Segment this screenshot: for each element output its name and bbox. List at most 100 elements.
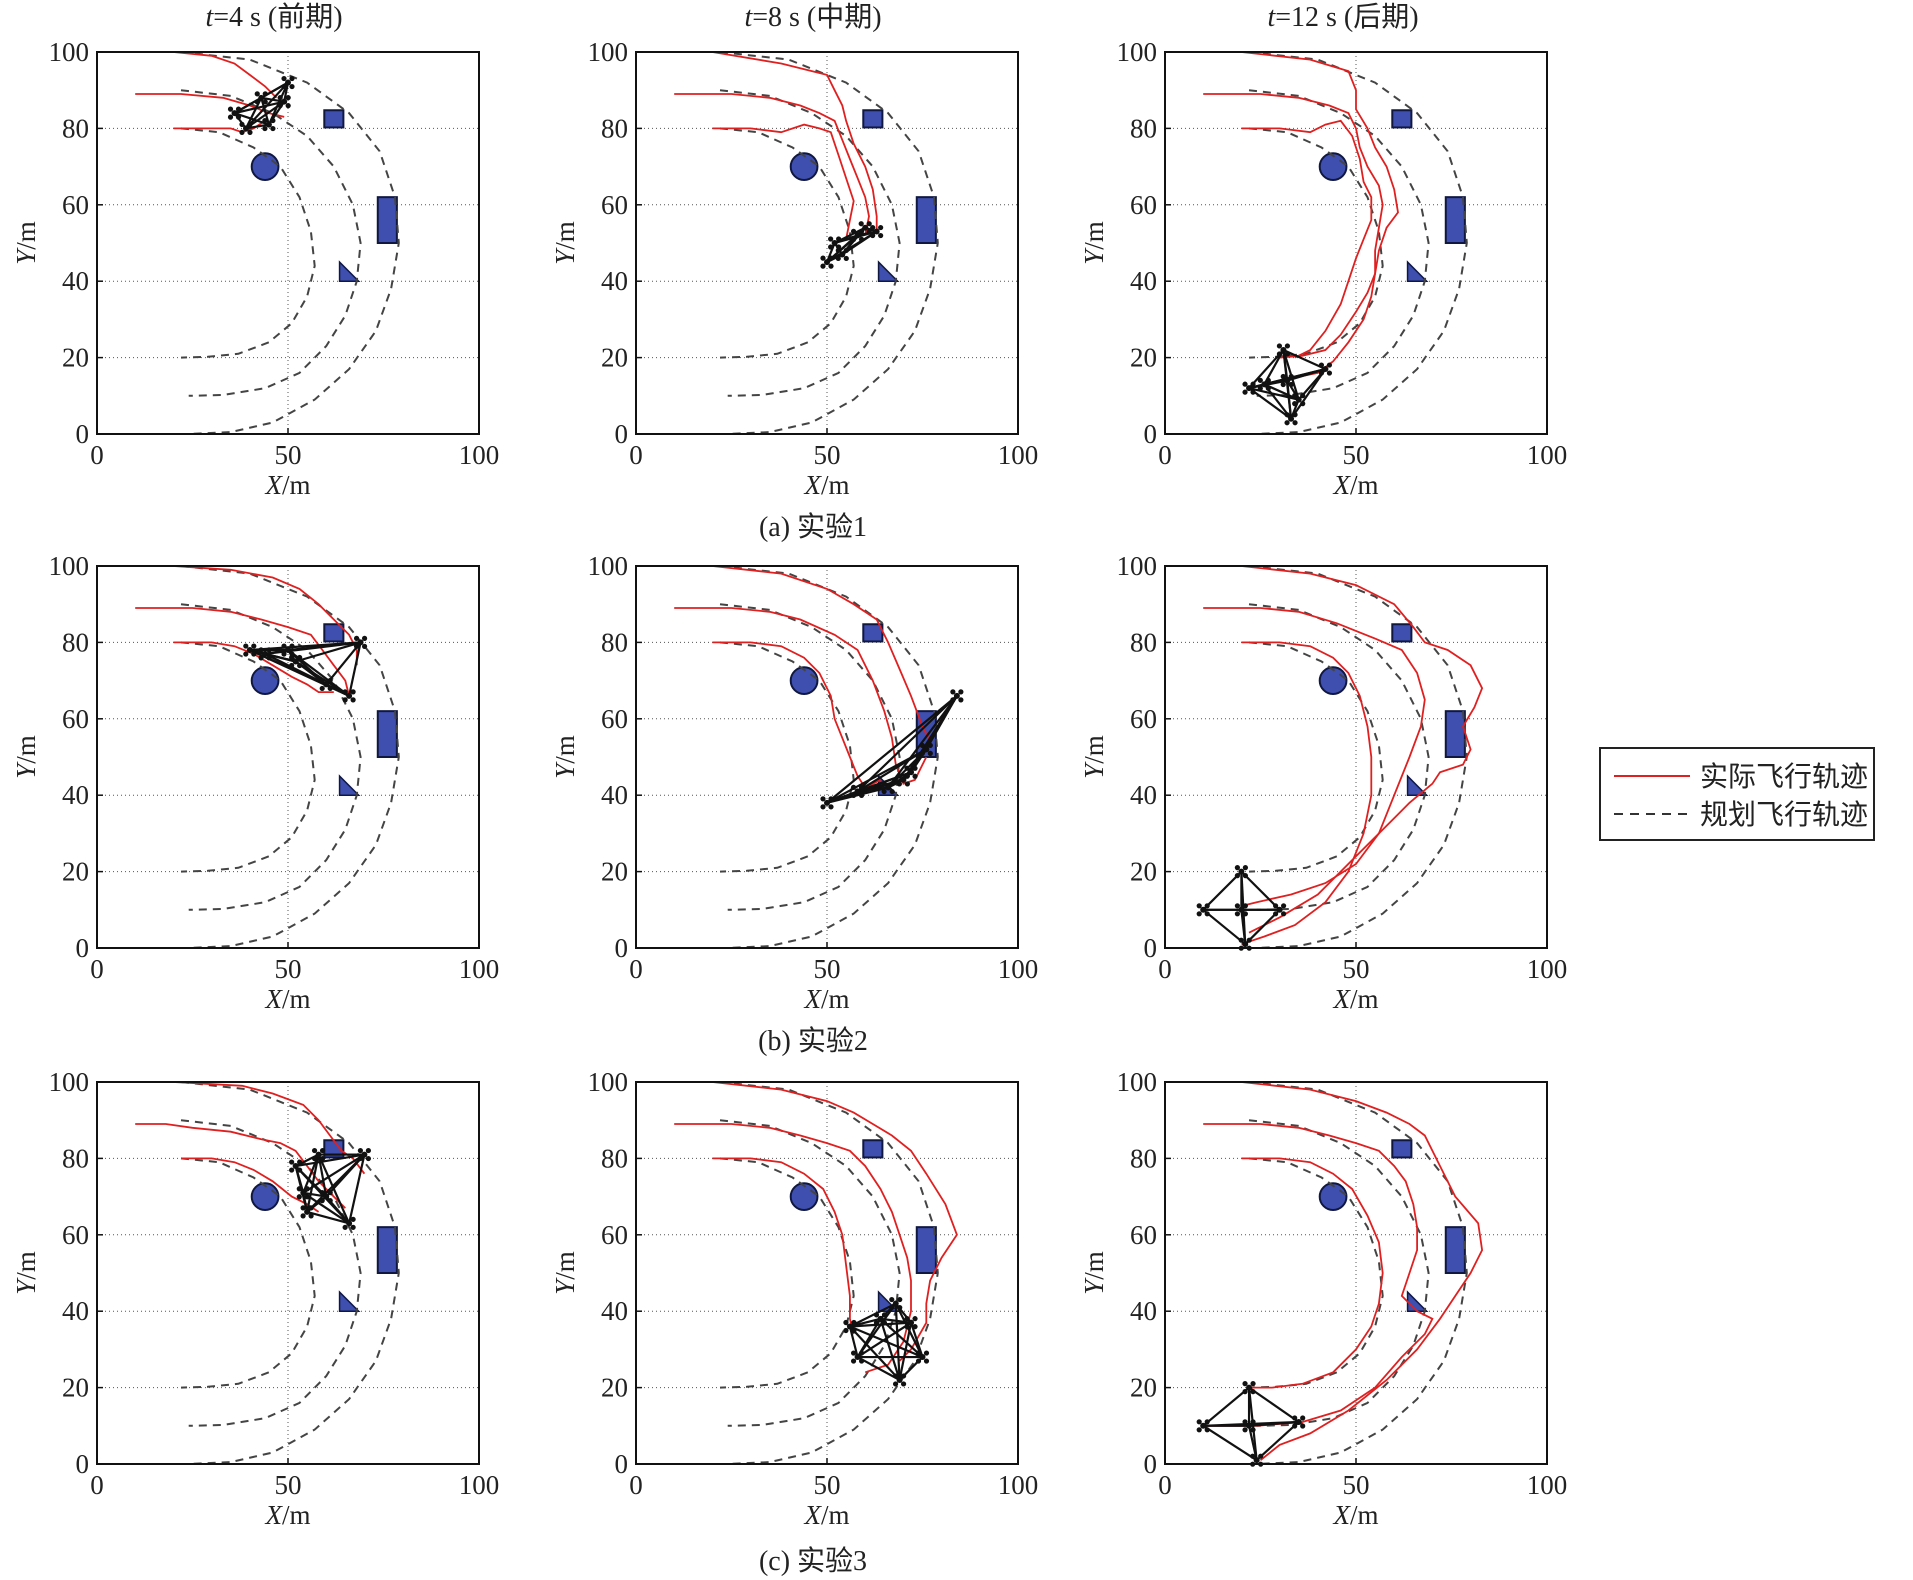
panel-r1-c3-xtick-label-0: 0	[1158, 440, 1172, 470]
panel-r2-c3-xlabel: X/m	[1332, 984, 1378, 1014]
panel-r3-c1-formation-link	[325, 1153, 366, 1198]
panel-r2-c3-formation-link	[1240, 870, 1281, 911]
panel-r1-c3-planned-outer	[1248, 51, 1468, 435]
panel-r2-c1-xtick-label-100: 100	[459, 954, 500, 984]
panel-r3-c2-xtick-label-0: 0	[629, 1470, 643, 1500]
panel-r3-c3-xlabel: X/m	[1332, 1500, 1378, 1530]
panel-r2-c1-actual-path-2	[135, 607, 350, 697]
panel-r3-c3-ytick-label-100: 100	[1117, 1067, 1158, 1097]
panel-r1-c3-formation-link	[1282, 349, 1289, 381]
panel-r1-c2-ylabel: Y/m	[550, 221, 580, 265]
panel-r1-c3-ytick-label-20: 20	[1130, 343, 1157, 373]
panel-r3-c3-actual-path-3	[1241, 1157, 1384, 1389]
panel-r3-c1-xlabel-var: X	[264, 1500, 283, 1530]
panel-r2-c3-ytick-label-0: 0	[1144, 933, 1158, 963]
panel-r1-c3-actual-path-3	[1241, 119, 1373, 359]
panel-r2-c3-ylabel-unit: /m	[1079, 735, 1109, 764]
panel-r3-c1-ylabel-unit: /m	[11, 1251, 41, 1280]
panel-r2-c2-xlabel-var: X	[803, 984, 822, 1014]
panel-r2-c1-xlabel-var: X	[264, 984, 283, 1014]
panel-r3-c3-ytick-label-40: 40	[1130, 1296, 1157, 1326]
panel-r1-c3-obstacle-rectangle	[1444, 196, 1466, 245]
panel-r1-c1-ytick-label-0: 0	[76, 419, 90, 449]
panel-r3-c1-formation-link	[317, 1154, 351, 1224]
panel-r2-c3-xtick-label-100: 100	[1527, 954, 1568, 984]
panel-r2-c3-formation-link	[1202, 870, 1243, 911]
panel-r2-c2-formation-link	[856, 695, 958, 793]
panel-r2-c3-obstacle-triangle	[1406, 774, 1429, 796]
panel-r1-c3-formation-link	[1248, 349, 1285, 389]
panel-r3-c1-formation-link	[294, 1165, 305, 1194]
panel-r2-c2-planned-outer	[719, 565, 939, 949]
panel-r2-c3-xlabel-var: X	[1332, 984, 1351, 1014]
panel-r2-c1-formation-link	[348, 642, 362, 697]
panel-r1-c1-plot-area	[97, 52, 479, 434]
panel-r2-c2-ylabel-var: Y	[550, 761, 580, 779]
panel-r1-c1-formation-link	[245, 123, 270, 130]
panel-r3-c2-xtick-label-100: 100	[998, 1470, 1039, 1500]
panel-r1-c2-actual-path-1	[712, 51, 878, 232]
panel-r3-c2-ytick-label-40: 40	[601, 1296, 628, 1326]
panel-r3-c1-ylabel: Y/m	[11, 1251, 41, 1295]
panel-r3-c3-ylabel-var: Y	[1079, 1277, 1109, 1295]
panel-r1-c2-planned-middle	[719, 89, 901, 397]
panel-r3-c3-planned-outer	[1248, 1081, 1468, 1465]
panel-r1-c3-formation-link	[1248, 387, 1299, 401]
panel-r3-c3-formation-link	[1247, 1425, 1258, 1461]
panel-r3-c2-formation-link	[849, 1325, 923, 1359]
panel-r1-c1-ytick-label-20: 20	[62, 343, 89, 373]
panel-r3-c1-planned-outer	[180, 1081, 400, 1465]
panel-r3-c2-ylabel: Y/m	[550, 1251, 580, 1295]
row-caption-a: (a) 实验1	[759, 511, 867, 543]
panel-r3-c3-ytick-label-20: 20	[1130, 1373, 1157, 1403]
panel-r2-c1-formation-link	[264, 652, 327, 686]
panel-r2-c3-actual-path-1	[1203, 607, 1426, 907]
panel-r2-c3-obstacle-circle	[1318, 666, 1348, 695]
panel-r1-c3-formation-link	[1290, 399, 1300, 420]
panel-r1-c1-obstacle-square	[323, 109, 345, 129]
panel-r1-c1-ytick-label-80: 80	[62, 113, 89, 143]
panel-r3-c3-obstacle-circle	[1318, 1182, 1348, 1211]
panel-r1-c1-xlabel-unit: /m	[282, 470, 311, 500]
panel-r3-c3-formation-link	[1248, 1420, 1299, 1427]
row-caption-c: (c) 实验3	[759, 1545, 867, 1577]
panel-r1-c3-ylabel-var: Y	[1079, 247, 1109, 265]
panel-r2-c2-formation-link	[826, 695, 958, 804]
panel-r3-c1-obstacle-rectangle	[376, 1226, 398, 1275]
panel-r1-c2-ylabel-unit: /m	[550, 221, 580, 250]
panel-r1-c3-formation-link	[1282, 348, 1326, 371]
panel-r1-c3-xtick-label-100: 100	[1527, 440, 1568, 470]
panel-r2-c1-xtick-label-50: 50	[275, 954, 302, 984]
panel-r3-c1-formation-link	[302, 1192, 309, 1213]
panel-r1-c3-obstacle-circle	[1318, 152, 1348, 181]
panel-r1-c1-ytick-label-100: 100	[49, 37, 90, 67]
panel-r3-c2-ytick-label-60: 60	[601, 1220, 628, 1250]
panel-r3-c1-xtick-label-0: 0	[90, 1470, 104, 1500]
panel-r2-c1-ytick-label-20: 20	[62, 857, 89, 887]
panel-r2-c1-xtick-label-0: 0	[90, 954, 104, 984]
column-title-3-rest: =12 s (后期)	[1275, 1, 1418, 33]
panel-r1-c3-ytick-label-60: 60	[1130, 190, 1157, 220]
panel-r1-c2-actual-path-3	[712, 123, 855, 240]
panel-r3-c2-xlabel-unit: /m	[821, 1500, 850, 1530]
panel-r3-c2-formation-link	[898, 1322, 913, 1381]
panel-r2-c3-ytick-label-80: 80	[1130, 627, 1157, 657]
panel-r1-c3-ylabel: Y/m	[1079, 221, 1109, 265]
panel-r2-c2-xtick-label-100: 100	[998, 954, 1039, 984]
panel-r2-c3-obstacle-rectangle	[1444, 710, 1466, 758]
panel-r2-c2-ytick-label-20: 20	[601, 857, 628, 887]
panel-r3-c2-ytick-label-20: 20	[601, 1373, 628, 1403]
panel-r2-c3-xlabel-unit: /m	[1350, 984, 1379, 1014]
panel-r3-c2-xtick-label-50: 50	[814, 1470, 841, 1500]
panel-r2-c1-planned-middle	[180, 603, 362, 911]
panel-r3-c2-ylabel-unit: /m	[550, 1251, 580, 1280]
panel-r3-c2-ylabel-var: Y	[550, 1277, 580, 1295]
panel-r1-c3-xlabel-var: X	[1332, 470, 1351, 500]
panel-r1-c2-xtick-label-0: 0	[629, 440, 643, 470]
panel-r1-c2-ytick-label-60: 60	[601, 190, 628, 220]
